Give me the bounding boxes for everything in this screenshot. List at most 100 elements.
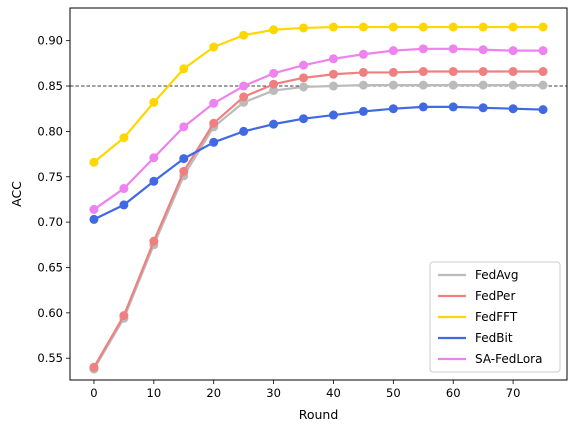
data-point-sa-fedlora-25 [239, 81, 249, 91]
series-fedper [89, 67, 548, 372]
data-point-fedbit-40 [328, 110, 338, 120]
y-tick-label: 0.75 [37, 170, 63, 184]
series-layer [89, 22, 548, 374]
x-tick-label: 40 [326, 386, 341, 400]
data-point-fedfft-5 [119, 133, 129, 143]
data-point-fedbit-20 [209, 137, 219, 147]
data-point-sa-fedlora-20 [209, 98, 219, 108]
series-line-sa-fedlora [93, 47, 544, 211]
data-point-fedfft-60 [448, 22, 458, 32]
y-tick-label: 0.85 [37, 79, 63, 93]
data-point-fedper-25 [239, 92, 249, 102]
data-point-fedper-70 [508, 67, 518, 77]
data-point-fedfft-70 [508, 22, 518, 32]
data-point-fedfft-15 [179, 64, 189, 74]
data-point-fedper-15 [179, 166, 189, 176]
data-point-fedper-30 [269, 79, 279, 89]
y-axis-ticks: 0.55 0.60 0.65 0.70 0.75 0.80 0.85 0.90 [37, 34, 70, 365]
legend-label: SA-FedLora [475, 352, 542, 366]
data-point-sa-fedlora-5 [119, 184, 129, 194]
legend-entry-fedper: FedPer [438, 289, 515, 303]
y-tick-label: 0.60 [37, 306, 63, 320]
x-axis-label: Round [299, 407, 339, 422]
series-fedfft [89, 22, 548, 167]
data-point-fedbit-65 [478, 103, 488, 113]
data-point-fedavg-60 [448, 80, 458, 90]
data-point-fedavg-45 [358, 80, 368, 90]
series-line-fedfft [93, 25, 544, 164]
data-point-fedavg-70 [508, 80, 518, 90]
data-point-fedfft-50 [388, 22, 398, 32]
x-tick-label: 20 [206, 386, 221, 400]
legend: FedAvg FedPer FedFFT FedBit SA-FedLora [429, 261, 561, 373]
x-tick-label: 60 [446, 386, 461, 400]
y-tick-label: 0.55 [37, 351, 63, 365]
data-point-fedper-35 [299, 73, 309, 83]
data-point-sa-fedlora-40 [328, 54, 338, 64]
data-point-sa-fedlora-0 [89, 204, 99, 214]
data-point-fedper-40 [328, 69, 338, 79]
x-tick-label: 10 [147, 386, 162, 400]
data-point-fedfft-75 [538, 22, 548, 32]
data-point-fedavg-50 [388, 80, 398, 90]
data-point-fedfft-65 [478, 22, 488, 32]
data-point-fedper-20 [209, 118, 219, 128]
data-point-fedbit-25 [239, 126, 249, 136]
data-point-fedbit-70 [508, 104, 518, 114]
series-sa-fedlora [89, 44, 548, 214]
series-line-fedper [92, 70, 544, 368]
legend-entry-sa-fedlora: SA-FedLora [438, 352, 542, 366]
data-point-fedbit-10 [149, 176, 159, 186]
data-point-fedavg-65 [478, 80, 488, 90]
data-point-fedavg-75 [538, 80, 548, 90]
x-tick-label: 70 [506, 386, 521, 400]
data-point-fedfft-40 [328, 22, 338, 32]
data-point-fedper-10 [149, 236, 159, 246]
x-tick-label: 30 [266, 386, 281, 400]
data-point-sa-fedlora-65 [478, 45, 488, 55]
x-axis-ticks: 0 10 20 30 40 50 60 70 [90, 380, 520, 400]
data-point-sa-fedlora-60 [448, 44, 458, 54]
legend-box [429, 261, 561, 373]
data-point-sa-fedlora-55 [418, 44, 428, 54]
series-fedbit [89, 102, 548, 224]
legend-entry-fedfft: FedFFT [438, 310, 518, 324]
legend-entry-fedavg: FedAvg [438, 268, 518, 282]
data-point-fedfft-55 [418, 22, 428, 32]
data-point-fedbit-15 [179, 154, 189, 164]
data-point-sa-fedlora-45 [358, 49, 368, 59]
data-point-sa-fedlora-10 [149, 153, 159, 163]
data-point-fedper-55 [418, 67, 428, 77]
data-point-fedbit-5 [119, 200, 129, 210]
data-point-fedper-60 [448, 67, 458, 77]
series-line-fedbit [93, 105, 544, 221]
y-tick-label: 0.90 [37, 34, 63, 48]
data-point-fedbit-75 [538, 105, 548, 115]
data-point-fedper-5 [119, 311, 129, 321]
data-point-fedfft-25 [239, 30, 249, 40]
data-point-fedbit-55 [418, 102, 428, 112]
data-point-fedavg-30 [269, 86, 279, 96]
data-point-fedbit-60 [448, 102, 458, 112]
data-point-fedbit-50 [388, 104, 398, 114]
data-point-fedbit-0 [89, 214, 99, 224]
data-point-fedfft-35 [299, 23, 309, 33]
y-tick-label: 0.80 [37, 124, 63, 138]
legend-label: FedBit [475, 331, 513, 345]
data-point-fedfft-20 [209, 42, 219, 52]
data-point-sa-fedlora-70 [508, 46, 518, 56]
data-point-fedfft-45 [358, 22, 368, 32]
legend-label: FedPer [475, 289, 515, 303]
data-point-fedavg-40 [328, 81, 338, 91]
data-point-sa-fedlora-15 [179, 122, 189, 132]
data-point-fedper-75 [538, 67, 548, 77]
data-point-fedfft-10 [149, 97, 159, 107]
data-point-fedper-50 [388, 67, 398, 77]
data-point-fedbit-30 [269, 119, 279, 129]
data-point-fedbit-35 [299, 114, 309, 124]
x-tick-label: 0 [90, 386, 97, 400]
data-point-fedper-65 [478, 67, 488, 77]
data-point-fedfft-30 [269, 25, 279, 35]
y-tick-label: 0.70 [37, 215, 63, 229]
